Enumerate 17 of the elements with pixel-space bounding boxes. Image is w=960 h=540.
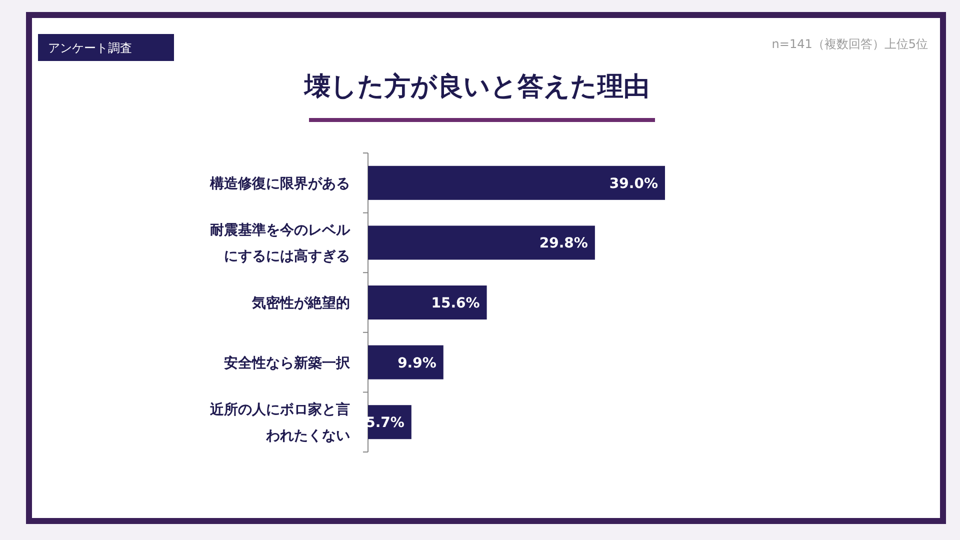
y-tick-label: 構造修復に限界がある <box>209 176 350 192</box>
data-label: 39.0% <box>609 176 658 192</box>
y-tick-label: 安全性なら新築一択 <box>224 354 351 372</box>
data-label: 5.7% <box>366 415 404 432</box>
bar <box>368 345 444 380</box>
bar <box>368 166 665 200</box>
chart-title: 壊した方が良いと答えた理由 <box>304 72 650 102</box>
y-tick-label: 気密性が絶望的 <box>251 294 350 312</box>
text: n=141（複数回答）上位5位 <box>772 37 928 51</box>
y-tick-label: 耐震基準を今のレベルにするには高すぎる <box>210 222 351 265</box>
bar <box>368 226 595 260</box>
data-label: 15.6% <box>431 296 480 312</box>
annotation: アンケート調査 <box>38 34 174 61</box>
y-tick-label: 近所の人にボロ家と言われたくない <box>209 401 350 444</box>
data-label: 9.9% <box>398 355 436 372</box>
data-label: 29.8% <box>539 236 588 252</box>
bar <box>368 286 487 320</box>
